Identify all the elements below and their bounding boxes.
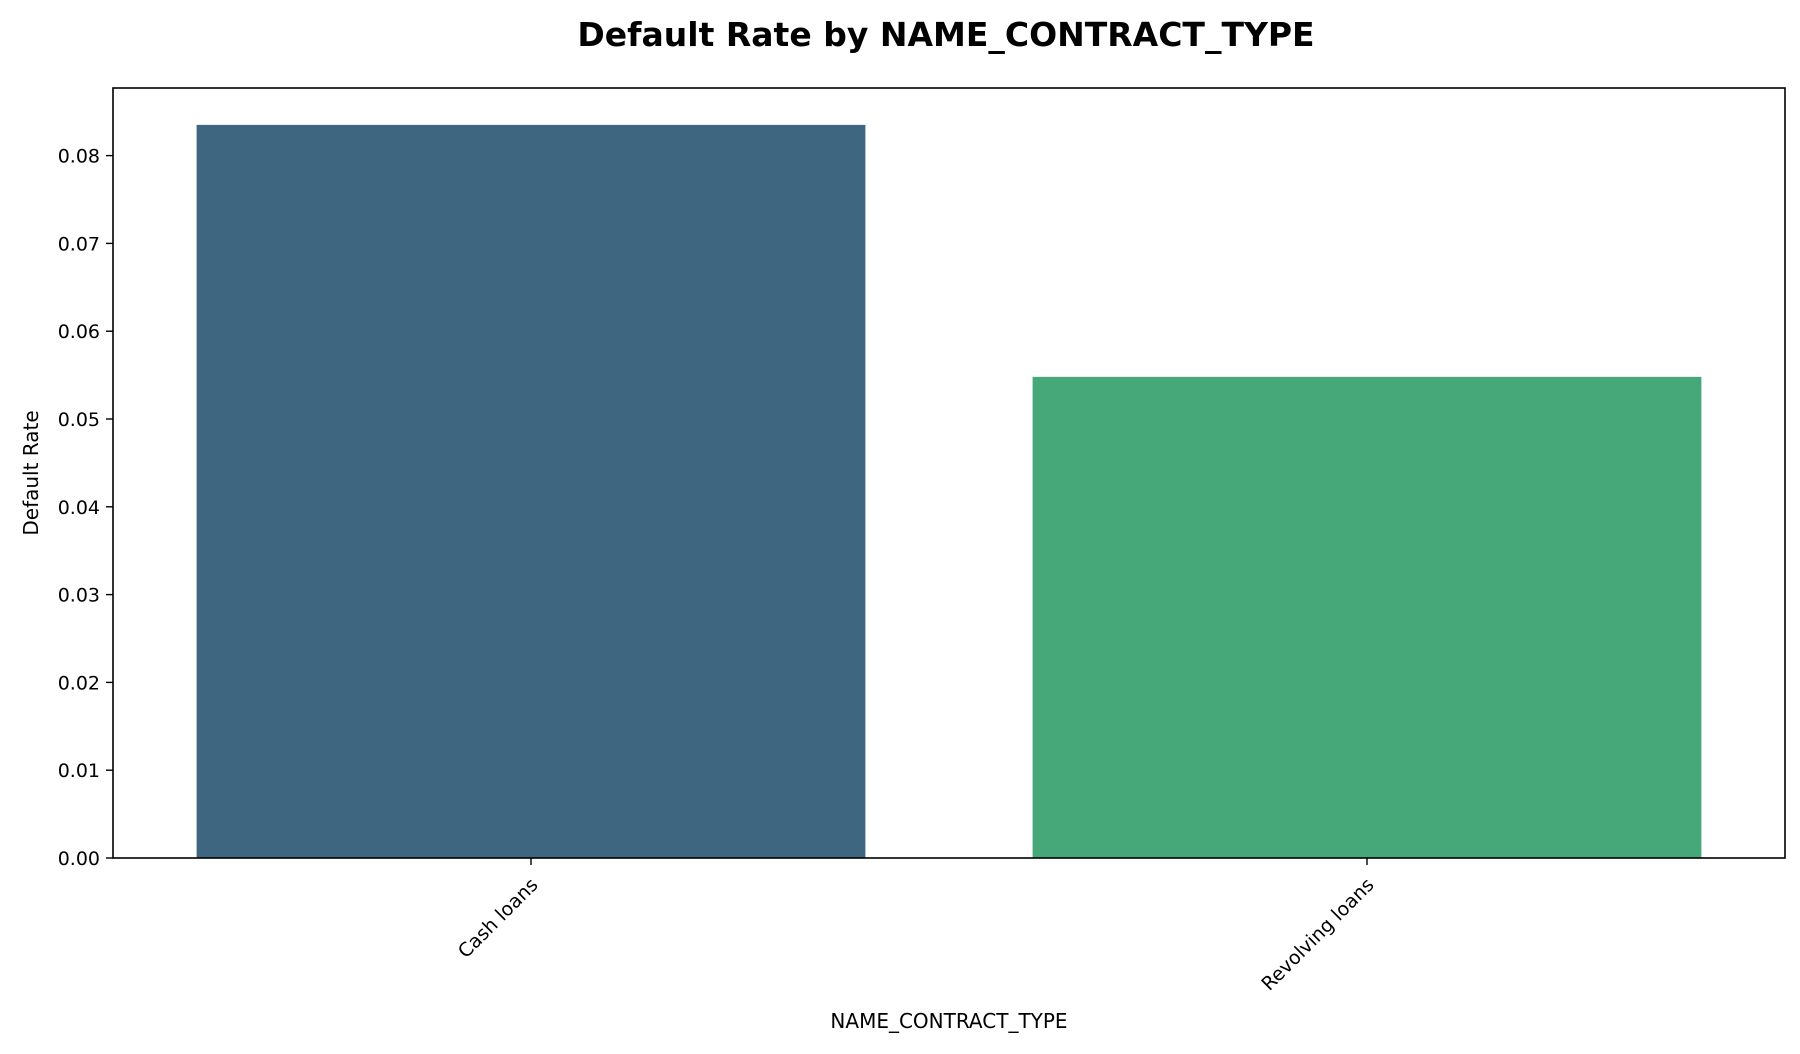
- y-tick-label: 0.02: [58, 672, 100, 694]
- y-tick-label: 0.08: [58, 146, 100, 168]
- y-tick-label: 0.06: [58, 321, 100, 343]
- y-tick-label: 0.03: [58, 585, 100, 607]
- plot-frame: [112, 87, 1786, 859]
- y-axis: 0.00 0.01 0.02 0.03 0.04 0.05 0.06 0.07 0.08: [58, 146, 113, 870]
- y-tick-label: 0.01: [58, 760, 100, 782]
- y-tick-label: 0.04: [58, 497, 100, 519]
- y-tick-label: 0.05: [58, 409, 100, 431]
- chart-title: Default Rate by NAME_CONTRACT_TYPE: [577, 15, 1314, 54]
- x-tick-label: Revolving loans: [1257, 874, 1378, 995]
- y-tick-label: 0.07: [58, 233, 100, 255]
- bars: [196, 124, 1702, 858]
- bar-cash-loans: [196, 124, 866, 858]
- bar-revolving-loans: [1032, 376, 1702, 858]
- x-axis-label: NAME_CONTRACT_TYPE: [830, 1009, 1067, 1033]
- y-tick-label: 0.00: [58, 848, 100, 870]
- x-axis: Cash loans Revolving loans: [454, 858, 1379, 995]
- y-axis-label: Default Rate: [19, 410, 43, 535]
- x-tick-label: Cash loans: [454, 874, 543, 963]
